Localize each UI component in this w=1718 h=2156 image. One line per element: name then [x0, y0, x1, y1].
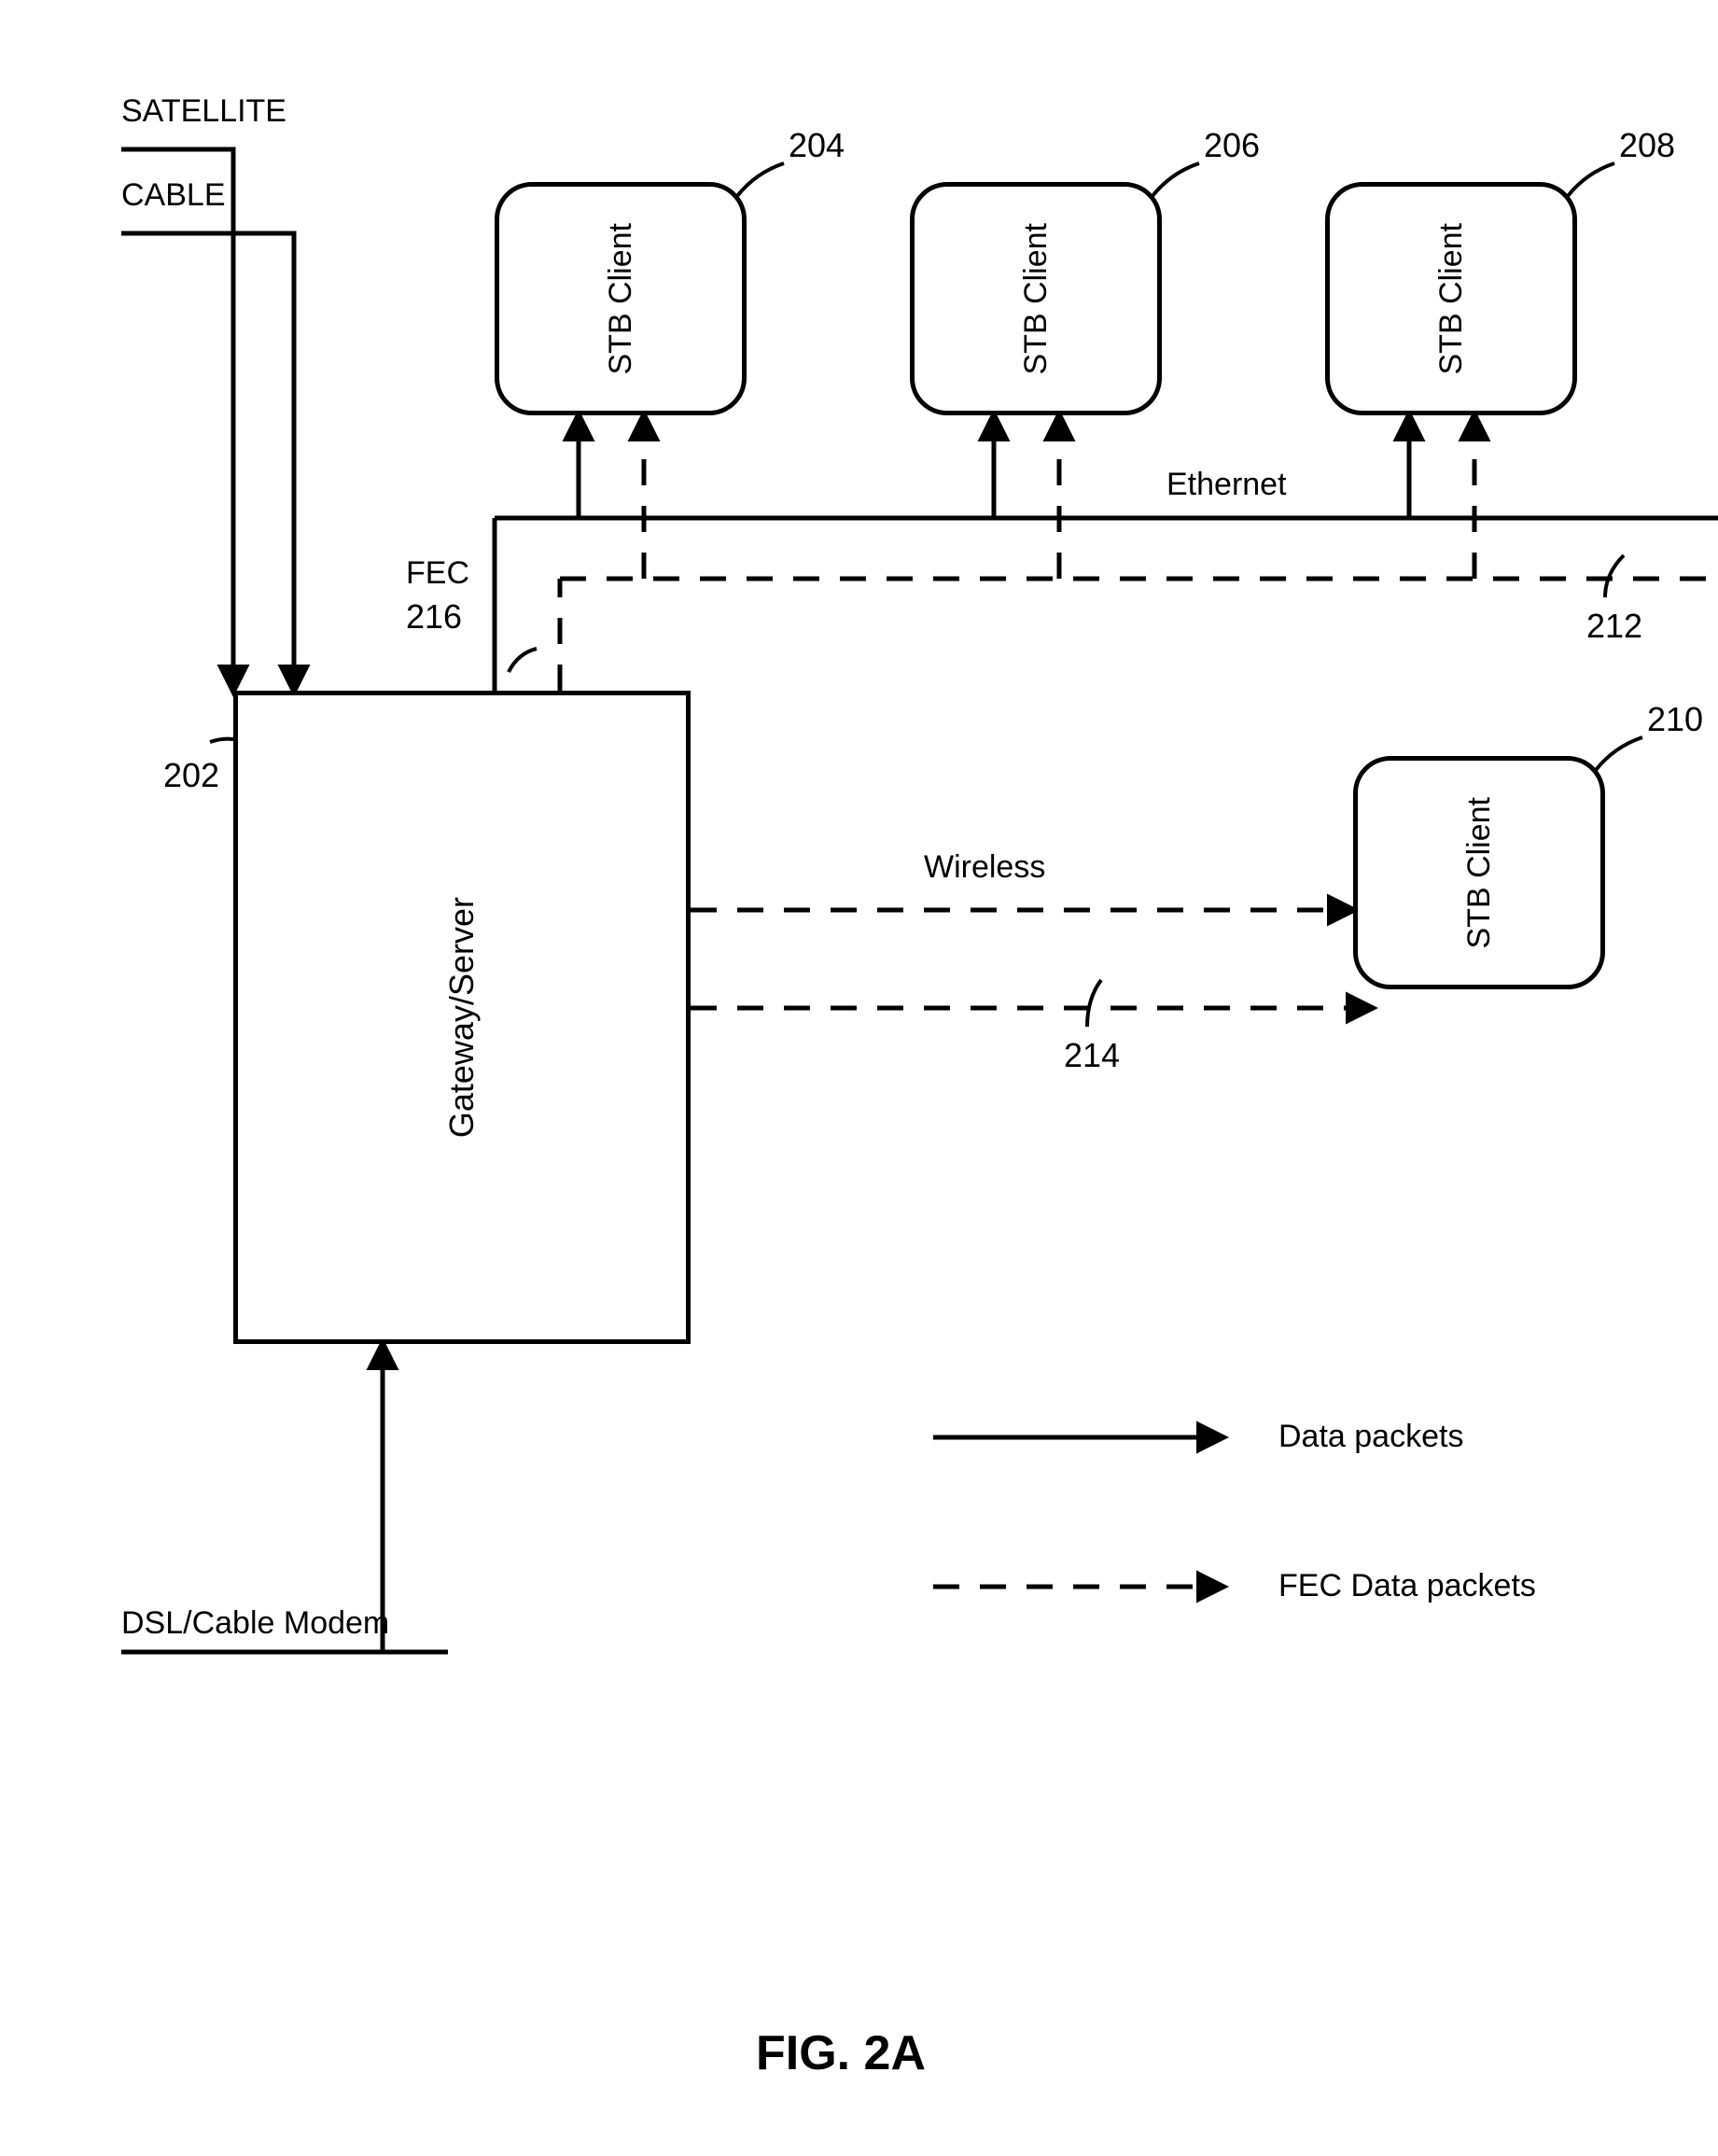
cable-label: CABLE	[121, 177, 226, 214]
gateway-label: Gateway/Server	[442, 897, 482, 1138]
ref-206: 206	[1204, 126, 1260, 165]
ref-204: 204	[789, 126, 845, 165]
figure-label: FIG. 2A	[756, 2025, 926, 2081]
stb-210-label: STB Client	[1461, 797, 1498, 949]
gateway-server: Gateway/Server	[233, 691, 691, 1344]
ref-210: 210	[1647, 700, 1703, 739]
wireless-label: Wireless	[924, 849, 1045, 886]
stb-client-206: STB Client	[910, 182, 1162, 415]
ref-216: 216	[406, 597, 462, 637]
fec-label: FEC	[406, 555, 469, 592]
stb-client-204: STB Client	[495, 182, 747, 415]
legend-fec-label: FEC Data packets	[1278, 1568, 1536, 1604]
ref-212: 212	[1586, 607, 1642, 646]
stb-client-210: STB Client	[1353, 756, 1605, 989]
stb-208-label: STB Client	[1433, 223, 1470, 375]
ref-208: 208	[1619, 126, 1675, 165]
legend-data-label: Data packets	[1278, 1419, 1463, 1455]
page: SATELLITE CABLE DSL/Cable Modem Gateway/…	[0, 0, 1718, 2156]
dsl-label: DSL/Cable Modem	[121, 1605, 389, 1642]
ref-202: 202	[163, 756, 219, 795]
stb-client-208: STB Client	[1325, 182, 1577, 415]
stb-206-label: STB Client	[1018, 223, 1055, 375]
ref-214: 214	[1064, 1036, 1120, 1075]
stb-204-label: STB Client	[603, 223, 639, 375]
satellite-label: SATELLITE	[121, 93, 286, 130]
ethernet-label: Ethernet	[1166, 467, 1287, 503]
